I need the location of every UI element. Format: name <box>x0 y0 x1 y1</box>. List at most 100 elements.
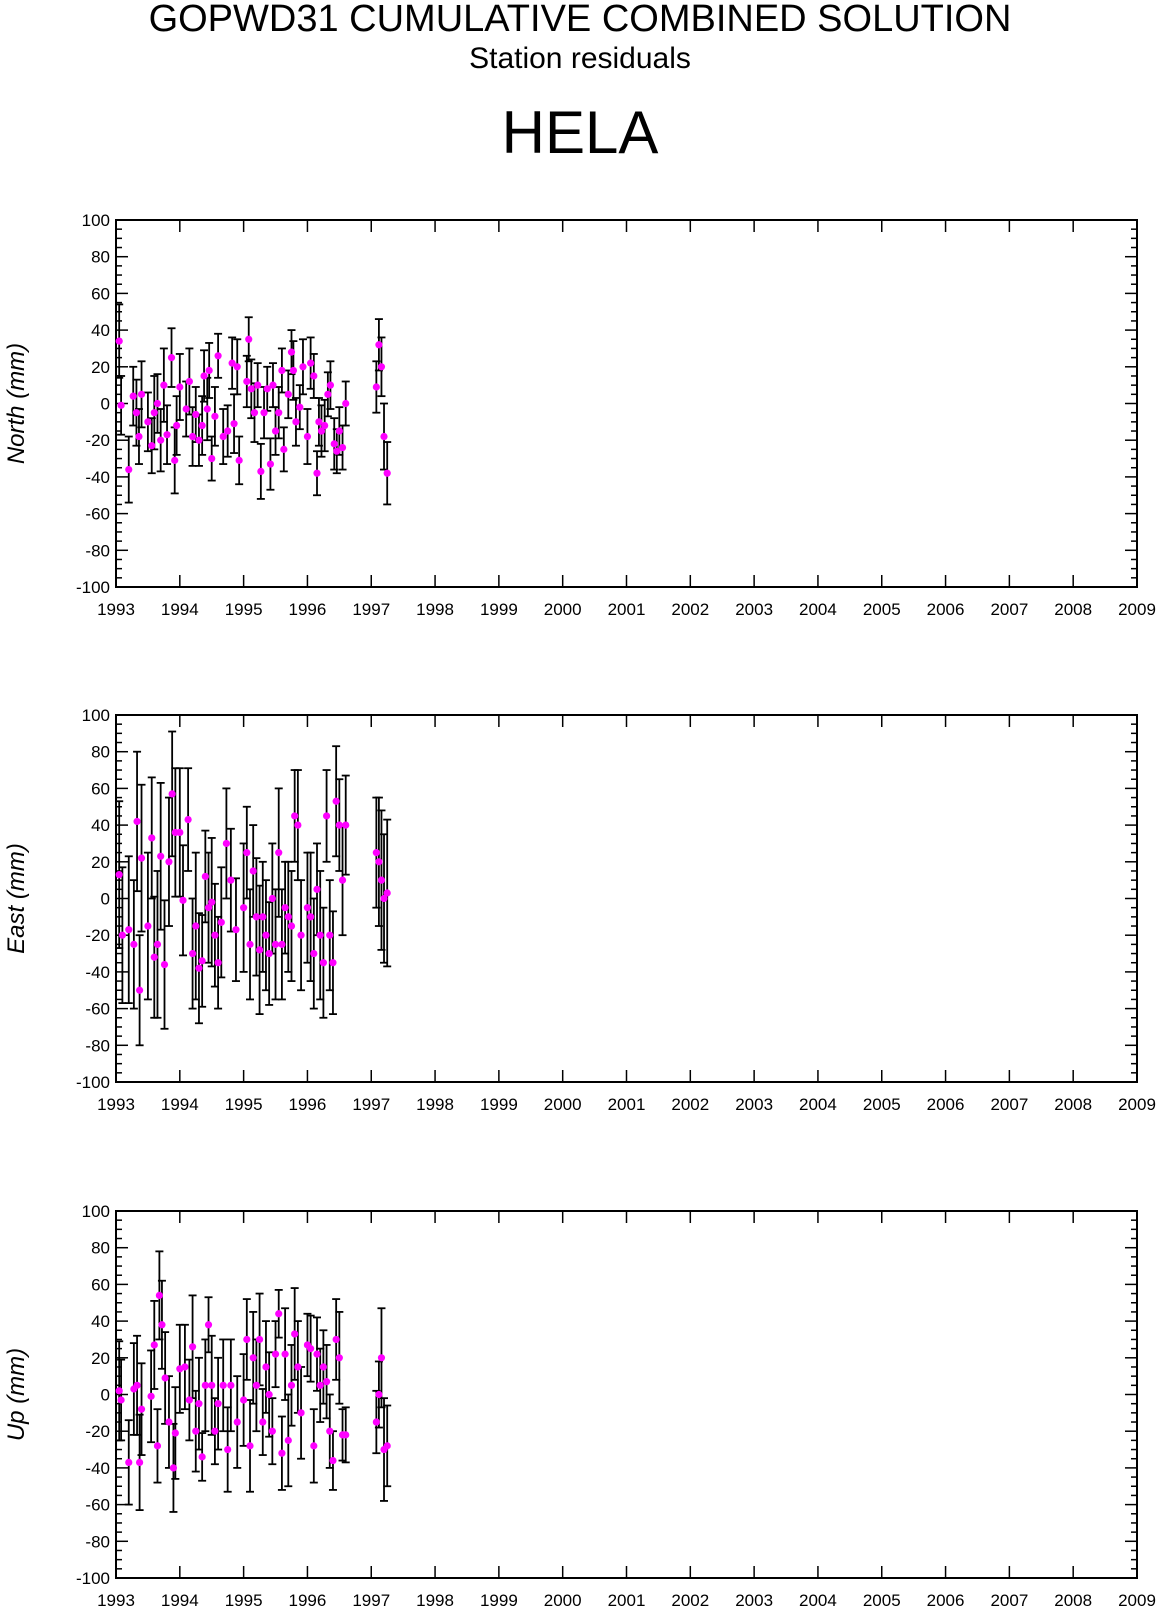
x-tick-label: 1998 <box>416 1591 454 1610</box>
data-point <box>235 456 243 464</box>
x-tick-label: 1993 <box>97 600 135 619</box>
data-point <box>201 1381 209 1389</box>
chart-subtitle: Station residuals <box>469 42 691 75</box>
data-point <box>310 1442 318 1450</box>
data-point <box>247 385 255 393</box>
data-point <box>252 913 260 921</box>
x-tick-label: 2008 <box>1054 600 1092 619</box>
data-point <box>148 442 156 450</box>
data-point <box>280 445 288 453</box>
x-tick-label: 2002 <box>671 1095 709 1114</box>
data-point <box>329 1456 337 1465</box>
x-tick-label: 1996 <box>289 600 327 619</box>
data-point <box>129 392 137 400</box>
data-point <box>211 931 219 939</box>
data-point <box>182 405 190 413</box>
x-tick-label: 2009 <box>1118 1095 1156 1114</box>
x-tick-label: 1993 <box>97 1591 135 1610</box>
data-point <box>240 1396 248 1404</box>
data-point <box>326 381 335 389</box>
data-point <box>317 427 326 435</box>
data-point <box>205 366 213 375</box>
x-tick-label: 2002 <box>671 600 709 619</box>
data-point <box>278 1449 286 1457</box>
data-point <box>176 383 184 391</box>
data-point <box>372 849 380 857</box>
data-point <box>292 418 300 426</box>
data-point <box>338 443 347 452</box>
data-point <box>204 1321 213 1329</box>
data-point <box>342 399 350 408</box>
data-point <box>307 913 315 921</box>
data-point <box>284 913 292 921</box>
data-point <box>208 898 216 906</box>
data-point <box>284 1436 292 1444</box>
data-point <box>268 894 276 903</box>
y-tick-label: 60 <box>91 779 110 798</box>
data-point <box>291 1330 299 1338</box>
data-point <box>246 1442 254 1450</box>
x-tick-label: 1993 <box>97 1095 135 1114</box>
data-point <box>275 1310 283 1318</box>
data-point <box>240 904 248 912</box>
y-tick-label: 20 <box>91 853 110 872</box>
data-point <box>195 436 203 444</box>
data-point <box>176 828 184 837</box>
data-point <box>217 918 225 926</box>
data-point <box>265 1390 273 1399</box>
data-point <box>144 922 152 930</box>
data-point <box>137 1405 146 1413</box>
y-tick-label: 40 <box>91 1312 110 1331</box>
data-point <box>269 381 277 389</box>
data-point <box>188 432 197 441</box>
y-tick-label: 20 <box>91 1349 110 1368</box>
y-tick-label: 80 <box>91 743 110 762</box>
y-axis-label: Up (mm) <box>3 1348 30 1441</box>
chart-title: GOPWD31 CUMULATIVE COMBINED SOLUTION <box>148 0 1012 40</box>
data-point <box>249 867 257 875</box>
x-tick-label: 2006 <box>927 600 965 619</box>
y-tick-label: 60 <box>91 1275 110 1294</box>
data-point <box>184 815 192 824</box>
y-tick-label: 100 <box>82 1202 110 1221</box>
data-point <box>150 409 158 417</box>
y-axis-label: North (mm) <box>3 343 30 464</box>
x-tick-label: 2005 <box>863 1591 901 1610</box>
data-point <box>211 412 219 420</box>
panel-2: 100 80 60 40 20 0 -20 -40 -60 -80 -100 1993 1994 1995… <box>3 1202 1156 1610</box>
data-point <box>198 957 206 965</box>
y-tick-label: -80 <box>85 541 110 560</box>
data-point <box>377 1354 386 1362</box>
data-point <box>333 447 341 455</box>
data-point <box>185 377 193 386</box>
x-tick-label: 2000 <box>544 1095 582 1114</box>
x-tick-label: 2001 <box>608 1095 646 1114</box>
data-point <box>160 381 168 389</box>
data-point <box>383 469 391 477</box>
y-tick-label: -60 <box>85 1496 110 1515</box>
data-point <box>324 390 332 398</box>
data-point <box>133 1381 141 1389</box>
y-tick-label: 20 <box>91 358 110 377</box>
data-point <box>157 852 165 860</box>
data-point <box>380 894 388 903</box>
data-point <box>201 872 209 881</box>
data-point <box>227 1381 235 1389</box>
x-tick-label: 1999 <box>480 1095 518 1114</box>
data-point <box>214 1400 222 1408</box>
x-tick-label: 2000 <box>544 600 582 619</box>
data-point <box>313 885 321 893</box>
data-point <box>155 1291 163 1300</box>
y-tick-label: 40 <box>91 321 110 340</box>
x-tick-label: 2007 <box>990 600 1028 619</box>
data-point <box>259 913 267 921</box>
y-tick-label: -80 <box>85 1036 110 1055</box>
y-tick-label: 80 <box>91 1239 110 1258</box>
x-tick-label: 2005 <box>863 600 901 619</box>
data-point <box>310 372 318 380</box>
data-point <box>224 1445 232 1454</box>
data-point <box>157 436 165 444</box>
data-point <box>115 337 123 345</box>
data-point <box>377 363 386 371</box>
